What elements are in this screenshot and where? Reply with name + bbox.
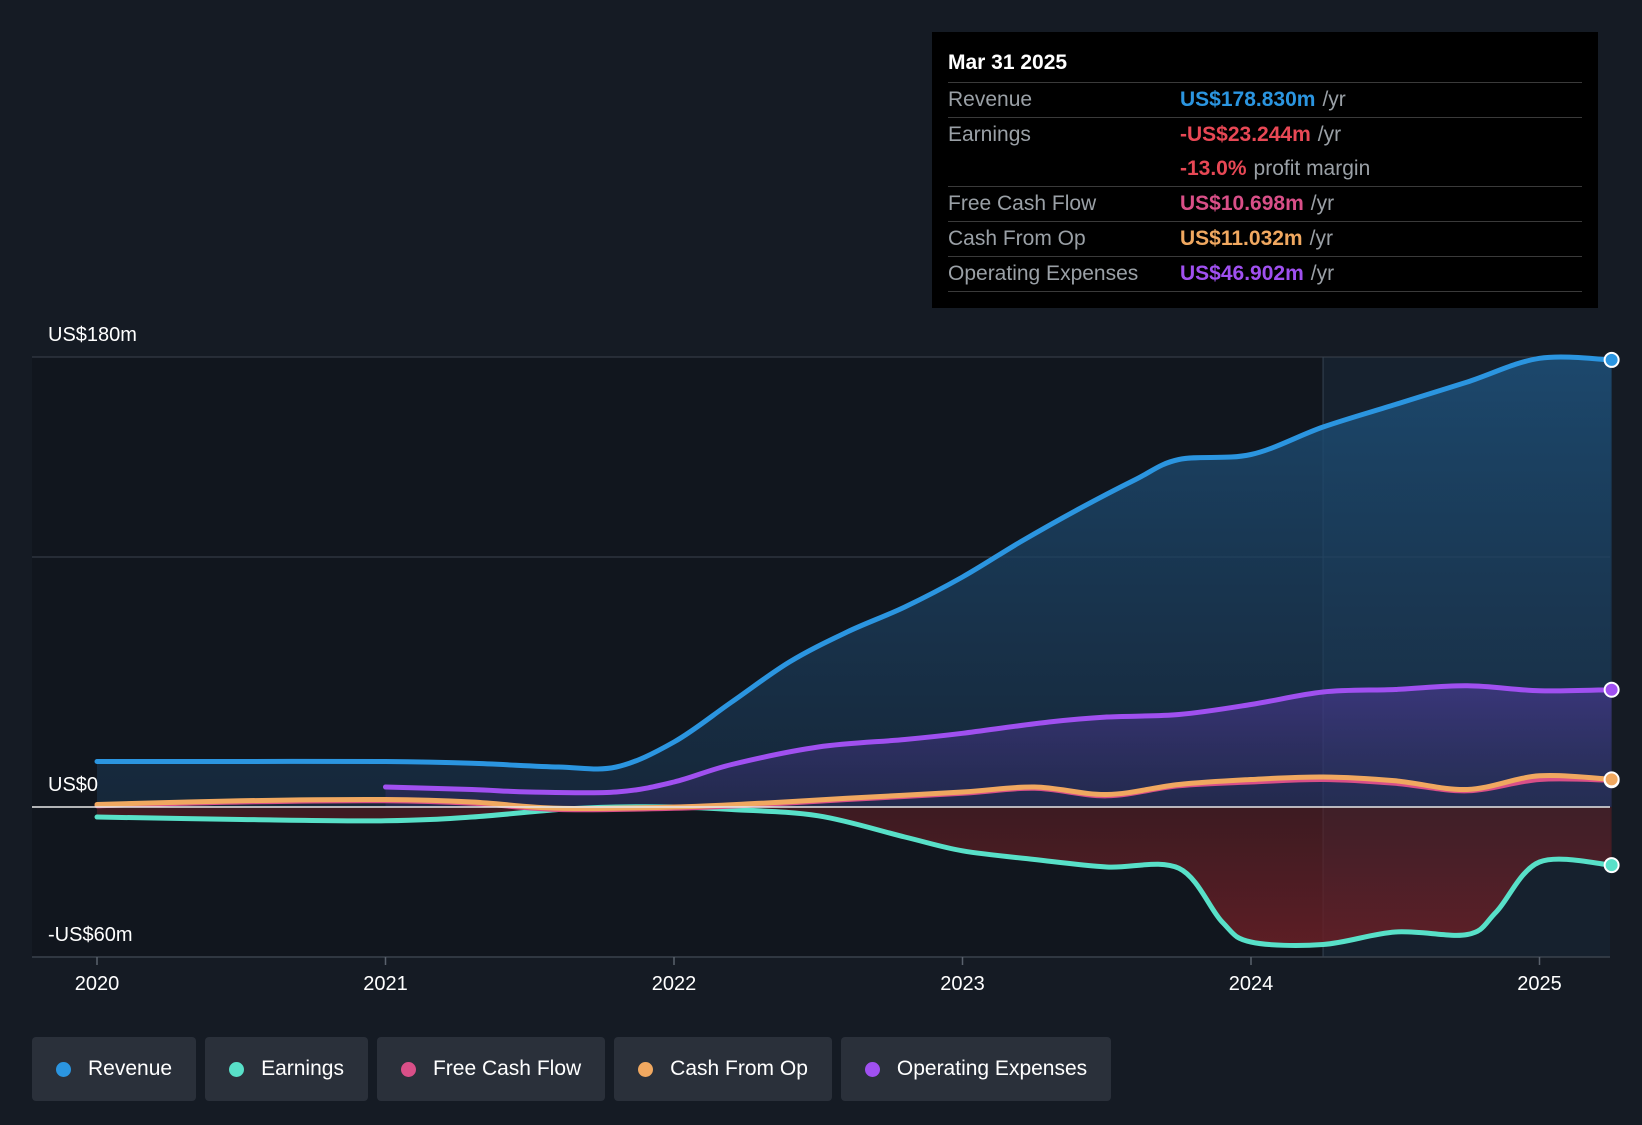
tooltip-label: Cash From Op [948,227,1086,250]
tooltip-unit: /yr [1309,227,1333,250]
operating-expenses-endpoint [1603,681,1620,698]
legend-item-earnings[interactable]: Earnings [205,1037,368,1101]
operating-expenses-dot-icon [864,1061,880,1077]
chart-legend: Revenue Earnings Free Cash Flow Cash Fro… [32,1037,1112,1101]
legend-item-free-cash-flow[interactable]: Free Cash Flow [376,1037,606,1101]
free-cash-flow-dot-icon [400,1061,416,1077]
tooltip-row-revenue: Revenue US$178.830m /yr [948,83,1582,118]
x-axis-tick-label: 2020 [75,973,120,995]
tooltip-value: US$46.902m [1180,262,1304,285]
tooltip-panel: Mar 31 2025 Revenue US$178.830m /yr Earn… [932,32,1598,308]
earnings-area [97,806,1612,946]
tooltip-row-profit-margin: -13.0% profit margin [948,152,1582,187]
earnings-endpoint [1603,857,1620,874]
tooltip-value: US$10.698m [1180,192,1304,215]
legend-label: Earnings [261,1057,344,1080]
tooltip-unit: /yr [1317,123,1342,146]
operating-expenses-line [383,683,1615,796]
tooltip-value: -US$23.244m [1180,123,1311,146]
tooltip-label: Free Cash Flow [948,192,1097,215]
tooltip-date: Mar 31 2025 [948,46,1582,83]
tooltip-unit: /yr [1310,262,1335,285]
legend-label: Operating Expenses [896,1057,1088,1080]
earnings-line [94,804,1615,948]
tooltip-label: Revenue [948,88,1033,111]
x-axis-tick-label: 2021 [363,973,408,995]
x-axis-tick-label: 2022 [652,973,697,995]
revenue-dot-icon [56,1061,71,1077]
x-axis-tick-label: 2023 [940,973,985,995]
tooltip-row-operating-expenses: Operating Expenses US$46.902m /yr [948,257,1582,292]
tooltip-unit: profit margin [1253,157,1371,180]
tooltip-row-cash-from-op: Cash From Op US$11.032m /yr [948,222,1582,257]
tooltip-unit: /yr [1322,88,1346,111]
legend-label: Revenue [88,1057,173,1080]
x-axis-tick-label: 2024 [1229,973,1274,995]
cash-from-op-endpoint [1603,771,1620,788]
earnings-dot-icon [229,1061,245,1077]
revenue-line [94,354,1615,772]
y-axis-label-zero: US$0 [48,774,98,796]
tooltip-row-free-cash-flow: Free Cash Flow US$10.698m /yr [948,187,1582,222]
y-axis-label-bottom: -US$60m [48,924,132,946]
tooltip-unit: /yr [1310,192,1335,215]
tooltip-label [948,152,1180,186]
legend-item-cash-from-op[interactable]: Cash From Op [614,1037,832,1101]
tooltip-label: Operating Expenses [948,262,1139,285]
tooltip-value: US$178.830m [1180,88,1316,111]
legend-item-revenue[interactable]: Revenue [32,1037,197,1101]
tooltip-value: -13.0% [1180,157,1247,180]
legend-label: Free Cash Flow [432,1057,582,1080]
y-axis-label-top: US$180m [48,324,137,346]
tooltip-row-earnings: Earnings -US$23.244m /yr [948,118,1582,152]
tooltip-label: Earnings [948,123,1031,146]
cash-from-op-line [94,772,1615,812]
revenue-area [97,356,1612,807]
legend-label: Cash From Op [670,1057,808,1080]
revenue-endpoint [1603,351,1620,368]
cash-from-op-dot-icon [638,1061,654,1077]
tooltip-value: US$11.032m [1180,227,1303,250]
legend-item-operating-expenses[interactable]: Operating Expenses [840,1037,1112,1101]
x-axis-tick-label: 2025 [1517,973,1562,995]
